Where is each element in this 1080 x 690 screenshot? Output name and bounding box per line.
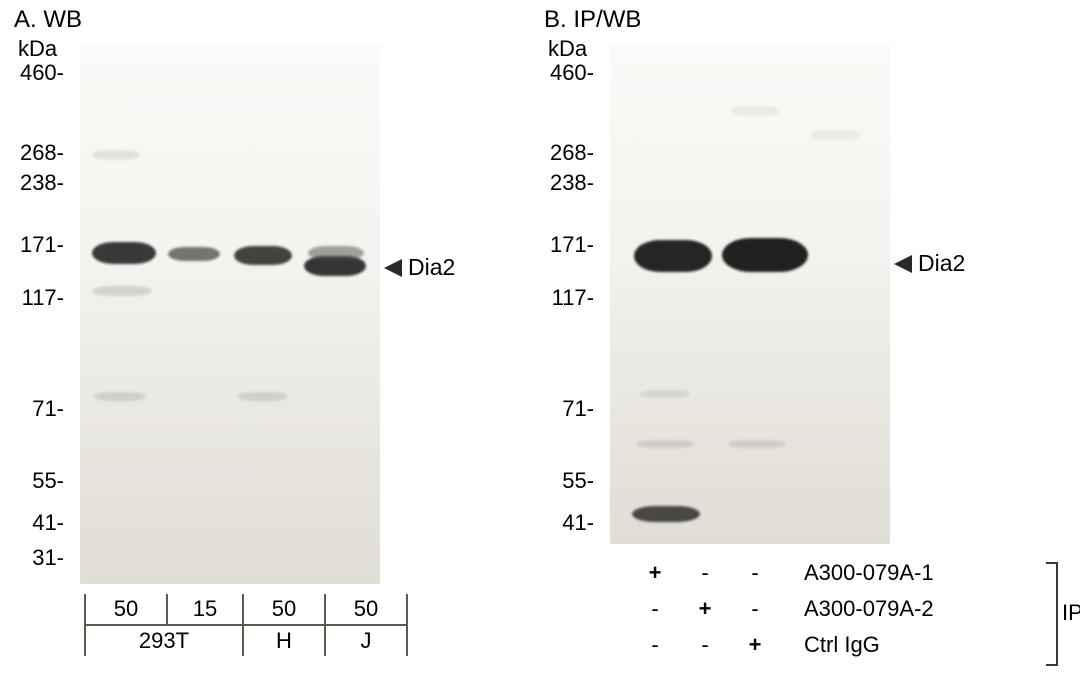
mw-label: 171- bbox=[10, 232, 64, 258]
ip-row: +--A300-079A-1 bbox=[630, 560, 934, 586]
plus-icon: + bbox=[680, 596, 730, 622]
panel-a-title: A. WB bbox=[14, 6, 82, 34]
mw-label: 41- bbox=[540, 510, 594, 536]
mw-label: 55- bbox=[540, 468, 594, 494]
wb-band bbox=[632, 506, 700, 522]
wb-band bbox=[92, 150, 140, 160]
ip-row: --+Ctrl IgG bbox=[630, 632, 880, 658]
mw-label: 71- bbox=[540, 396, 594, 422]
panel-a-kda: kDa bbox=[18, 36, 57, 62]
lane-load-4: 50 bbox=[325, 594, 407, 625]
ip-row: -+-A300-079A-2 bbox=[630, 596, 934, 622]
lane-load-2: 15 bbox=[167, 594, 243, 625]
mw-label: 71- bbox=[10, 396, 64, 422]
panel-a-blot bbox=[80, 44, 380, 584]
minus-icon: - bbox=[730, 596, 780, 622]
wb-band bbox=[810, 130, 860, 140]
mw-label: 171- bbox=[540, 232, 594, 258]
mw-label: 117- bbox=[10, 285, 64, 311]
ip-bracket bbox=[1046, 562, 1058, 666]
mw-label: 238- bbox=[540, 170, 594, 196]
wb-band bbox=[168, 247, 220, 261]
wb-band bbox=[636, 440, 694, 448]
wb-band bbox=[722, 238, 808, 272]
wb-band bbox=[234, 246, 292, 265]
wb-band bbox=[634, 240, 712, 272]
panel-a-lane-table: 50 15 50 50 293T H J bbox=[84, 594, 408, 656]
mw-label: 55- bbox=[10, 468, 64, 494]
wb-band bbox=[92, 242, 156, 264]
lane-cell-3: J bbox=[325, 625, 407, 656]
arrow-head-icon bbox=[894, 255, 912, 273]
mw-label: 31- bbox=[10, 545, 64, 571]
wb-band bbox=[640, 390, 690, 398]
panel-a-arrow: Dia2 bbox=[384, 254, 455, 281]
wb-band bbox=[238, 392, 288, 401]
plus-icon: + bbox=[730, 632, 780, 658]
mw-label: 268- bbox=[540, 140, 594, 166]
mw-label: 41- bbox=[10, 510, 64, 536]
minus-icon: - bbox=[680, 632, 730, 658]
panel-b-title: B. IP/WB bbox=[544, 6, 641, 34]
panel-b-kda: kDa bbox=[548, 36, 587, 62]
minus-icon: - bbox=[730, 560, 780, 586]
ip-antibody-label: A300-079A-2 bbox=[804, 596, 934, 622]
lane-load-3: 50 bbox=[243, 594, 325, 625]
wb-band bbox=[94, 392, 146, 401]
wb-band bbox=[92, 286, 152, 296]
mw-label: 460- bbox=[540, 60, 594, 86]
mw-label: 238- bbox=[10, 170, 64, 196]
ip-antibody-label: Ctrl IgG bbox=[804, 632, 880, 658]
panel-b-blot bbox=[610, 44, 890, 544]
lane-cell-1: 293T bbox=[85, 625, 243, 656]
mw-label: 117- bbox=[540, 285, 594, 311]
minus-icon: - bbox=[680, 560, 730, 586]
lane-load-1: 50 bbox=[85, 594, 167, 625]
mw-label: 268- bbox=[10, 140, 64, 166]
mw-label: 460- bbox=[10, 60, 64, 86]
panel-a: A. WB kDa 460- 268- 238- 171- 117- 71- 55- 41- 3… bbox=[0, 0, 490, 690]
panel-a-arrow-label: Dia2 bbox=[408, 254, 455, 281]
arrow-head-icon bbox=[384, 259, 402, 277]
panel-b-arrow: Dia2 bbox=[894, 250, 965, 277]
minus-icon: - bbox=[630, 596, 680, 622]
ip-antibody-label: A300-079A-1 bbox=[804, 560, 934, 586]
wb-band bbox=[308, 246, 364, 260]
lane-cell-2: H bbox=[243, 625, 325, 656]
wb-band bbox=[730, 106, 780, 116]
wb-band bbox=[728, 440, 786, 448]
panel-b-arrow-label: Dia2 bbox=[918, 250, 965, 277]
panel-b: B. IP/WB kDa 460- 268- 238- 171- 117- 71- 55- 4… bbox=[530, 0, 1080, 690]
plus-icon: + bbox=[630, 560, 680, 586]
ip-bracket-label: IP bbox=[1062, 600, 1080, 626]
minus-icon: - bbox=[630, 632, 680, 658]
